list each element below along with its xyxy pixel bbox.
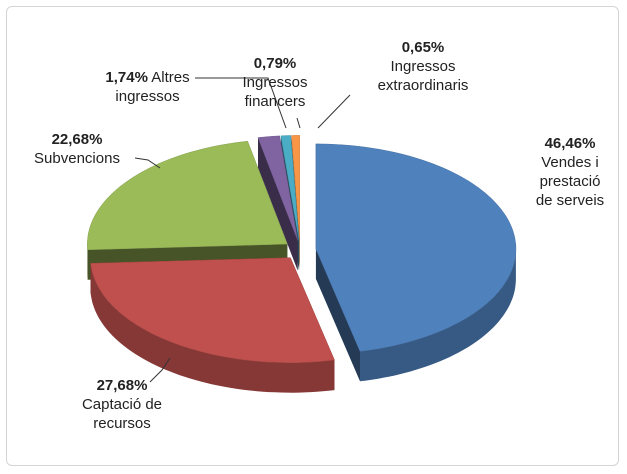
slice: [315, 143, 517, 352]
slice-label: 27,68% Captació de recursos: [62, 376, 182, 433]
slice-wall: [90, 263, 335, 393]
category-label: Altres ingressos: [115, 69, 190, 105]
slice: [257, 135, 298, 241]
leader-line: [134, 157, 161, 169]
category-label: Captació de recursos: [81, 396, 163, 432]
slice-side: [315, 248, 360, 382]
chart-frame: [6, 6, 619, 466]
slice-label: 22,68% Subvencions: [22, 130, 132, 168]
leader-line: [296, 117, 301, 129]
leader-line: [195, 77, 287, 129]
leader-line: [149, 357, 171, 383]
leader-lines: [134, 77, 351, 383]
value-label: 22,68%: [51, 131, 103, 148]
slice: [87, 140, 288, 251]
value-label: 1,74%: [105, 69, 148, 86]
value-label: 27,68%: [96, 377, 148, 394]
slice-wall: [360, 248, 516, 382]
slice-side: [258, 137, 298, 271]
value-label: 0,79%: [253, 55, 297, 72]
category-label: Vendes i prestació de serveis: [535, 154, 605, 209]
slice: [280, 135, 300, 241]
category-label: Ingressos financers: [242, 74, 308, 110]
slice: [291, 135, 300, 241]
value-label: 46,46%: [544, 135, 596, 152]
slice-label: 0,65% Ingressos extraordinaris: [358, 38, 488, 95]
category-label: Subvencions: [34, 150, 120, 167]
value-label: 0,65%: [401, 39, 445, 56]
slice-label: 0,79% Ingressos financers: [225, 54, 325, 111]
slice-label: 1,74% Altres ingressos: [90, 68, 205, 106]
category-label: Ingressos extraordinaris: [377, 58, 469, 94]
leader-line: [317, 94, 351, 129]
slice: [90, 257, 335, 363]
slice-label: 46,46% Vendes i prestació de serveis: [515, 134, 625, 210]
